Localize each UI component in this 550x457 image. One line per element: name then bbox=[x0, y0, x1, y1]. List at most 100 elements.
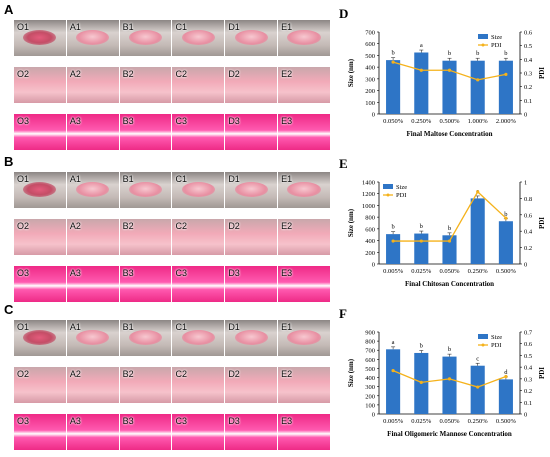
sample-photo-cell: A2 bbox=[66, 219, 119, 255]
photo-row: O2 A2 B2 C2 D2 E2 bbox=[14, 219, 330, 255]
sample-photo-cell: C1 bbox=[172, 172, 225, 208]
sample-label: E3 bbox=[281, 268, 293, 278]
sample-label: C3 bbox=[175, 116, 187, 126]
pdi-point bbox=[504, 374, 508, 379]
y2-tick-label: 0.2 bbox=[524, 84, 532, 91]
y2-tick-label: 0 bbox=[524, 112, 527, 119]
sample-photo-cell: D2 bbox=[225, 367, 278, 403]
sample-label: C1 bbox=[175, 174, 187, 184]
photo-row: O1 A1 B1 C1 D1 E1 bbox=[14, 172, 330, 208]
sample-photo-cell: C2 bbox=[172, 367, 225, 403]
legend-size-label: Size bbox=[491, 34, 502, 41]
y-tick-label: 400 bbox=[365, 65, 375, 72]
pdi-point bbox=[476, 190, 480, 194]
y2-tick-label: 0 bbox=[524, 262, 527, 269]
pdi-point bbox=[391, 239, 395, 243]
y-tick-label: 200 bbox=[365, 393, 375, 400]
gel-blob bbox=[128, 182, 163, 198]
sample-label: E1 bbox=[281, 174, 293, 184]
x-tick-label: 0.050% bbox=[439, 268, 460, 275]
sample-photo-cell: B1 bbox=[119, 320, 172, 356]
x-tick-label: 0.250% bbox=[468, 268, 489, 275]
x-tick-label: 2.000% bbox=[496, 118, 517, 125]
sample-photo-cell: O1 bbox=[14, 320, 66, 356]
sample-photo-cell: E1 bbox=[278, 172, 330, 208]
y-tick-label: 600 bbox=[365, 41, 375, 48]
sample-photo-cell: A3 bbox=[66, 114, 119, 150]
gel-blob bbox=[287, 30, 321, 46]
size-bar bbox=[498, 60, 513, 114]
sample-label: D1 bbox=[228, 322, 240, 332]
sample-label: E3 bbox=[281, 116, 293, 126]
sample-photo-cell: C1 bbox=[172, 20, 225, 56]
y2-tick-label: 0.1 bbox=[524, 400, 532, 407]
sample-photo-cell: O3 bbox=[14, 266, 66, 302]
sample-label: C2 bbox=[175, 369, 187, 379]
chart-e: E 0 200 400 600 800 1000 1200 1400 0 0.2 0.4 0.6 0.8 1… bbox=[337, 152, 550, 302]
y2-tick-label: 0.5 bbox=[524, 43, 532, 50]
sample-photo-cell: C3 bbox=[172, 114, 225, 150]
size-bar bbox=[442, 356, 457, 414]
y2-axis-label: PDI bbox=[538, 217, 546, 229]
sample-photo-cell: A3 bbox=[66, 266, 119, 302]
x-axis-label: Final Chitosan Concentration bbox=[405, 280, 494, 288]
significance-letter: a bbox=[420, 42, 423, 49]
sample-photo-cell: E3 bbox=[278, 414, 330, 450]
significance-letter: b bbox=[391, 50, 394, 57]
y2-tick-label: 0.4 bbox=[524, 229, 533, 236]
significance-letter: b bbox=[420, 342, 423, 349]
photo-row: O2 A2 B2 C2 D2 E2 bbox=[14, 67, 330, 103]
legend-size-swatch bbox=[383, 184, 393, 189]
x-tick-label: 0.250% bbox=[411, 118, 432, 125]
sample-label: E2 bbox=[281, 69, 293, 79]
sample-label: C3 bbox=[175, 416, 187, 426]
legend-pdi-marker bbox=[481, 343, 485, 347]
x-axis-label: Final Maltose Concentration bbox=[407, 130, 493, 138]
pdi-point bbox=[504, 72, 508, 76]
sample-label: O3 bbox=[17, 116, 30, 126]
y2-axis-label: PDI bbox=[538, 67, 546, 79]
sample-label: E1 bbox=[281, 322, 293, 332]
sample-label: D3 bbox=[228, 416, 240, 426]
sample-label: O2 bbox=[17, 221, 30, 231]
significance-letter: a bbox=[392, 339, 395, 346]
sample-photo-cell: B1 bbox=[119, 20, 172, 56]
sample-label: C1 bbox=[175, 322, 187, 332]
y-tick-label: 0 bbox=[372, 262, 375, 269]
y2-tick-label: 0.2 bbox=[524, 245, 532, 252]
sample-photo-cell: O1 bbox=[14, 172, 66, 208]
sample-photo-cell: A2 bbox=[66, 67, 119, 103]
y-tick-label: 100 bbox=[365, 100, 375, 107]
sample-photo-cell: B2 bbox=[119, 219, 172, 255]
y-tick-label: 900 bbox=[365, 330, 375, 337]
y-tick-label: 300 bbox=[365, 76, 375, 83]
size-bar bbox=[386, 349, 401, 414]
sample-photo-cell: O2 bbox=[14, 367, 66, 403]
sample-label: O1 bbox=[17, 322, 30, 332]
y-tick-label: 200 bbox=[365, 250, 375, 257]
sample-label: E1 bbox=[281, 22, 293, 32]
gel-blob bbox=[128, 30, 163, 46]
sample-label: O3 bbox=[17, 268, 30, 278]
y2-tick-label: 0.4 bbox=[524, 365, 533, 372]
photo-grid-b: O1 A1 B1 C1 D1 E1 O2 A2 B2 C2 D2 E2 O3 A3 B3 C3 D3 E3 bbox=[14, 172, 330, 302]
y-tick-label: 700 bbox=[365, 348, 375, 355]
y-tick-label: 1400 bbox=[362, 180, 375, 187]
sample-photo-cell: B1 bbox=[119, 172, 172, 208]
pdi-point bbox=[391, 369, 395, 373]
y2-tick-label: 0.6 bbox=[524, 341, 533, 348]
sample-label: C2 bbox=[175, 221, 187, 231]
panel-letter-f: F bbox=[339, 306, 347, 321]
sample-photo-cell: D2 bbox=[225, 219, 278, 255]
photo-row: O3 A3 B3 C3 D3 E3 bbox=[14, 414, 330, 450]
sample-photo-cell: B3 bbox=[119, 266, 172, 302]
y-tick-label: 600 bbox=[365, 226, 375, 233]
y2-tick-label: 0.6 bbox=[524, 30, 533, 37]
sample-label: B3 bbox=[122, 116, 134, 126]
chart-f: F 0 100 200 300 400 500 600 700 800 900 0 0.1 0.2 0.3 0… bbox=[337, 302, 550, 452]
x-tick-label: 1.000% bbox=[468, 118, 489, 125]
y2-tick-label: 0.7 bbox=[524, 330, 533, 337]
y2-tick-label: 0.1 bbox=[524, 98, 532, 105]
sample-label: B2 bbox=[122, 221, 134, 231]
pdi-point bbox=[504, 216, 508, 220]
